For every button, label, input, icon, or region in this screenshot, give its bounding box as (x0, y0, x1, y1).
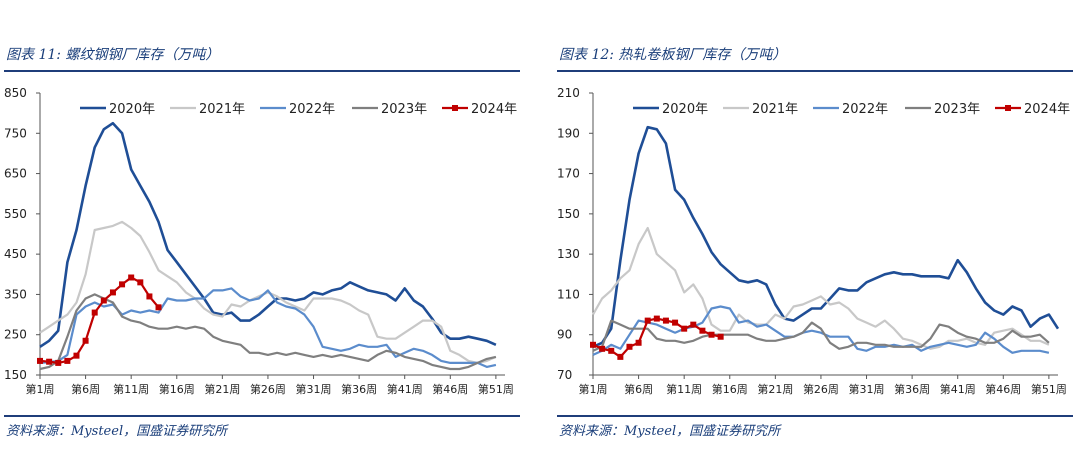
series-point-2024年 (699, 327, 706, 334)
series-point-2024年 (644, 317, 651, 324)
series-point-2024年 (717, 333, 724, 340)
series-point-2024年 (590, 341, 596, 348)
legend-label: 2021年 (199, 102, 245, 117)
legend-label: 2023年 (381, 102, 427, 117)
series-point-2024年 (599, 345, 606, 352)
series-line-2023年 (39, 293, 497, 371)
legend-marker (452, 105, 458, 111)
series-line-2021年 (39, 220, 497, 364)
x-tick-label: 第36周 (894, 382, 930, 396)
figure-title: 图表 12: 热轧卷板钢厂库存（万吨） (559, 47, 787, 63)
x-tick-label: 第11周 (666, 382, 702, 396)
legend-label: 2020年 (662, 102, 708, 117)
y-tick-label: 450 (4, 247, 27, 261)
y-tick-label: 190 (557, 126, 580, 140)
series-point-2024年 (119, 281, 126, 288)
y-tick-label: 210 (557, 86, 580, 100)
series-point-2024年 (64, 357, 71, 364)
y-tick-label: 90 (557, 328, 572, 342)
x-tick-label: 第21周 (204, 382, 240, 396)
x-tick-label: 第16周 (159, 382, 195, 396)
series-point-2024年 (626, 343, 633, 350)
x-tick-label: 第26周 (250, 382, 286, 396)
x-tick-label: 第46周 (432, 382, 468, 396)
x-tick-label: 第16周 (712, 382, 748, 396)
legend-label: 2024年 (471, 102, 517, 117)
legend-label: 2020年 (109, 102, 155, 117)
source-note: 资料来源：Mysteel，国盛证券研究所 (559, 424, 781, 439)
legend-label: 2024年 (1024, 102, 1070, 117)
series-point-2024年 (55, 359, 62, 366)
legend-label: 2021年 (752, 102, 798, 117)
series-point-2024年 (46, 358, 53, 365)
series-point-2024年 (635, 339, 642, 346)
x-tick-label: 第46周 (985, 382, 1021, 396)
legend-label: 2022年 (842, 102, 888, 117)
series-point-2024年 (146, 293, 153, 300)
y-tick-label: 130 (557, 247, 580, 261)
series-line-2023年 (592, 319, 1050, 352)
series-point-2024年 (662, 317, 669, 324)
figure-title: 图表 11: 螺纹钢钢厂库存（万吨） (6, 47, 220, 63)
x-tick-label: 第11周 (113, 382, 149, 396)
x-tick-label: 第6周 (624, 382, 653, 396)
y-tick-label: 110 (557, 287, 580, 301)
series-line-2022年 (592, 305, 1050, 356)
hot-rolled-coil-inventory-chart: 70 90 110 130 150 170 190 210 第1周 第6周 第11周 第16周 第21周… (557, 86, 1070, 396)
series-line-2020年 (592, 125, 1060, 348)
series-point-2024年 (128, 274, 135, 281)
series-point-2024年 (100, 297, 107, 304)
series-point-2024年 (608, 347, 615, 354)
series-point-2024年 (690, 321, 697, 328)
series-point-2024年 (653, 315, 660, 322)
left-figure-panel: 图表 11: 螺纹钢钢厂库存（万吨） 150 250 350 450 550 650 750… (0, 0, 525, 451)
y-tick-label: 250 (4, 328, 27, 342)
x-tick-label: 第21周 (757, 382, 793, 396)
y-tick-label: 850 (4, 86, 27, 100)
series-point-2024年 (681, 325, 688, 332)
y-tick-label: 650 (4, 167, 27, 181)
x-tick-label: 第6周 (71, 382, 100, 396)
x-tick-label: 第51周 (478, 382, 514, 396)
x-tick-label: 第26周 (803, 382, 839, 396)
y-tick-label: 170 (557, 167, 580, 181)
series-point-2024年 (73, 352, 80, 359)
x-tick-label: 第31周 (849, 382, 885, 396)
y-tick-label: 70 (557, 368, 572, 382)
legend-marker (1005, 105, 1011, 111)
x-tick-label: 第51周 (1031, 382, 1067, 396)
series-point-2024年 (137, 279, 144, 286)
legend-label: 2023年 (934, 102, 980, 117)
series-point-2024年 (82, 337, 89, 344)
series-point-2024年 (91, 309, 98, 316)
title-divider (557, 70, 1073, 72)
x-tick-label: 第31周 (296, 382, 332, 396)
y-tick-label: 150 (557, 207, 580, 221)
title-divider (4, 70, 520, 72)
series-point-2024年 (109, 289, 116, 296)
y-tick-label: 350 (4, 287, 27, 301)
series-point-2024年 (37, 357, 43, 364)
source-divider (557, 415, 1073, 417)
y-tick-label: 150 (4, 368, 27, 382)
y-tick-label: 550 (4, 207, 27, 221)
x-tick-label: 第1周 (26, 382, 55, 396)
series-line-2021年 (592, 226, 1050, 350)
series-point-2024年 (155, 304, 162, 311)
right-figure-panel: 图表 12: 热轧卷板钢厂库存（万吨） 70 90 110 130 150 170 190 2… (553, 0, 1078, 451)
series-point-2024年 (617, 353, 624, 360)
x-tick-label: 第41周 (387, 382, 423, 396)
x-tick-label: 第36周 (341, 382, 377, 396)
source-divider (4, 415, 520, 417)
series-point-2024年 (708, 331, 715, 338)
series-point-2024年 (672, 319, 679, 326)
legend-label: 2022年 (289, 102, 335, 117)
x-tick-label: 第1周 (579, 382, 608, 396)
source-note: 资料来源：Mysteel，国盛证券研究所 (6, 424, 228, 439)
x-tick-label: 第41周 (940, 382, 976, 396)
series-line-2020年 (39, 121, 497, 348)
y-tick-label: 750 (4, 126, 27, 140)
